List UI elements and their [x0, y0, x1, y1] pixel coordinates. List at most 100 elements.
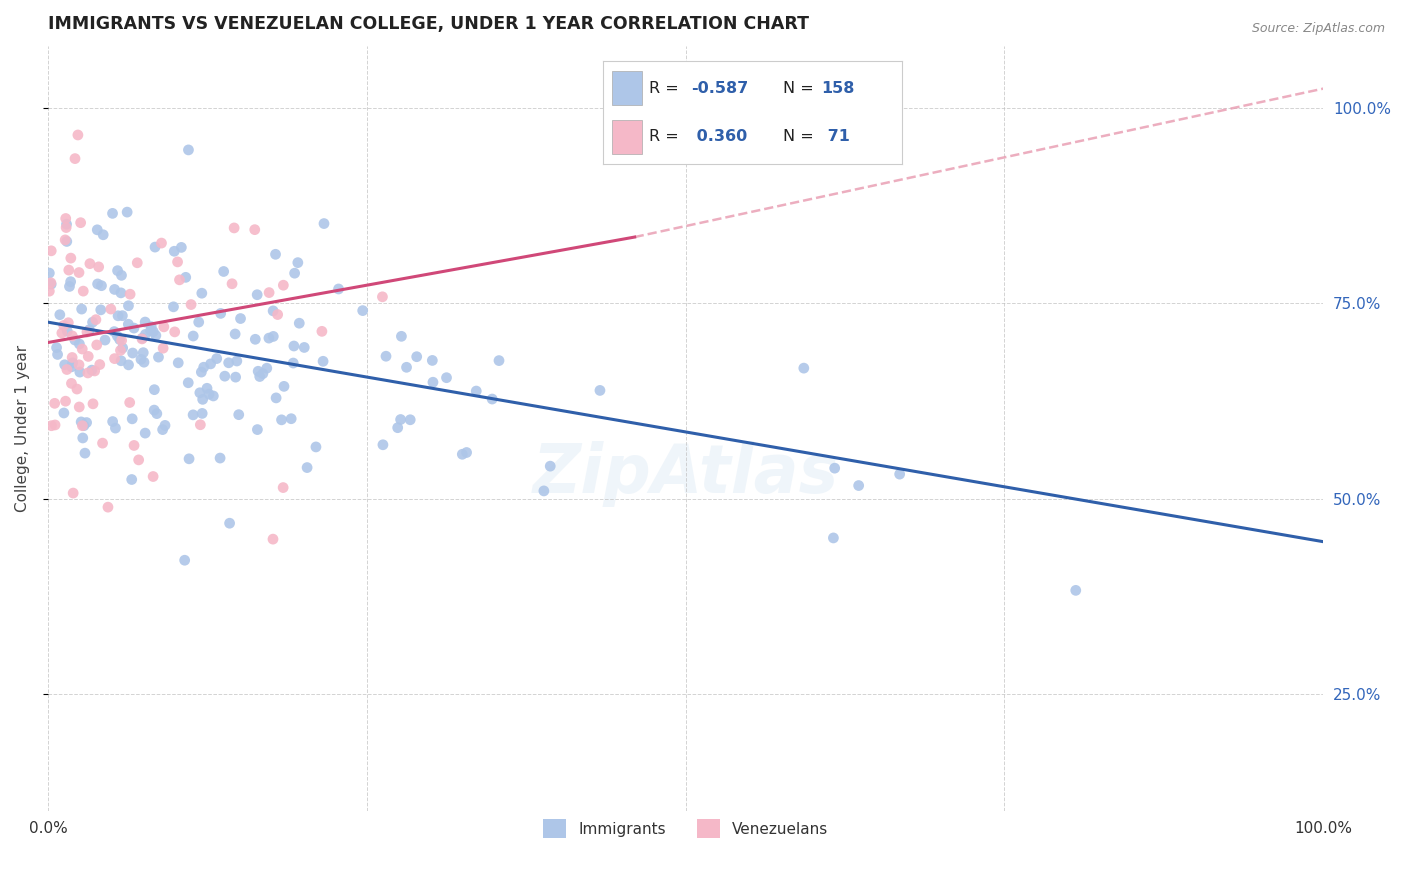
Point — [243, 222, 266, 236]
Point — [121, 346, 143, 360]
Point — [53, 233, 76, 247]
Point — [311, 324, 333, 338]
Point — [77, 350, 100, 364]
Point — [1064, 583, 1087, 598]
Point — [56, 235, 79, 249]
Point — [127, 256, 149, 270]
Point — [246, 287, 269, 301]
Point — [67, 400, 90, 414]
Point — [86, 338, 108, 352]
Point — [44, 396, 66, 410]
Point — [456, 445, 478, 459]
Point — [129, 352, 152, 367]
Point — [283, 339, 305, 353]
Point — [60, 351, 83, 365]
Point — [352, 303, 374, 318]
Point — [143, 403, 166, 417]
Point — [89, 358, 111, 372]
Point — [889, 467, 911, 482]
Point — [305, 440, 328, 454]
Point — [39, 244, 62, 258]
Point — [73, 418, 96, 433]
Point — [111, 309, 134, 323]
Point — [63, 152, 86, 166]
Point — [180, 297, 202, 311]
Point — [247, 364, 270, 378]
Point — [187, 315, 209, 329]
Point — [62, 356, 84, 370]
Point — [173, 553, 195, 567]
Point — [193, 360, 215, 375]
Point — [188, 385, 211, 400]
Point — [162, 300, 184, 314]
Point — [76, 366, 98, 380]
Point — [371, 290, 394, 304]
Point — [70, 301, 93, 316]
Point — [38, 266, 60, 280]
Point — [420, 353, 443, 368]
Point — [111, 341, 134, 355]
Point — [101, 206, 124, 220]
Point — [229, 311, 252, 326]
Point — [72, 418, 94, 433]
Point — [212, 264, 235, 278]
Point — [225, 370, 247, 384]
Point — [823, 531, 845, 545]
Point — [59, 251, 82, 265]
Point — [200, 357, 222, 371]
Point — [55, 217, 77, 231]
Point — [134, 327, 156, 342]
Point — [181, 408, 204, 422]
Point — [60, 329, 83, 343]
Point — [375, 349, 398, 363]
Point — [117, 318, 139, 332]
Point — [121, 473, 143, 487]
Point — [41, 418, 63, 433]
Point — [44, 417, 66, 432]
Point — [83, 364, 105, 378]
Point — [169, 273, 191, 287]
Point — [52, 318, 75, 333]
Point — [117, 299, 139, 313]
Point — [793, 361, 815, 376]
Point — [46, 347, 69, 361]
Point — [49, 308, 72, 322]
Point — [264, 391, 287, 405]
Point — [249, 369, 271, 384]
Point — [134, 315, 156, 329]
Point — [391, 329, 413, 343]
Point — [80, 363, 103, 377]
Point — [58, 263, 80, 277]
Point — [56, 362, 79, 376]
Point — [132, 345, 155, 359]
Point — [266, 308, 288, 322]
Point — [131, 332, 153, 346]
Point — [262, 304, 284, 318]
Point — [60, 376, 83, 391]
Point — [90, 278, 112, 293]
Point — [72, 431, 94, 445]
Point — [146, 407, 169, 421]
Point — [55, 394, 77, 409]
Point — [405, 350, 427, 364]
Point — [221, 277, 243, 291]
Point — [174, 270, 197, 285]
Point — [152, 341, 174, 355]
Point — [153, 319, 176, 334]
Point — [188, 417, 211, 432]
Point — [128, 453, 150, 467]
Point — [262, 532, 284, 546]
Point — [451, 447, 474, 461]
Point — [82, 397, 104, 411]
Point — [67, 358, 90, 372]
Point — [139, 324, 162, 338]
Point — [257, 331, 280, 345]
Point — [103, 282, 125, 296]
Point — [167, 356, 190, 370]
Point — [262, 329, 284, 343]
Point — [110, 343, 132, 358]
Y-axis label: College, Under 1 year: College, Under 1 year — [15, 345, 30, 512]
Point — [170, 240, 193, 254]
Point — [87, 260, 110, 274]
Point — [209, 306, 232, 320]
